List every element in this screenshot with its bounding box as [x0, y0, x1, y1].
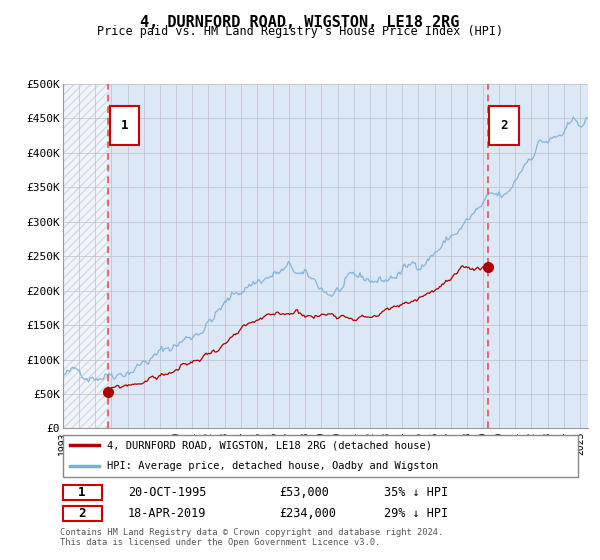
Text: 20-OCT-1995: 20-OCT-1995	[128, 486, 206, 498]
FancyBboxPatch shape	[62, 506, 102, 521]
Text: 1: 1	[78, 486, 86, 498]
Text: 2: 2	[78, 507, 86, 520]
Text: 35% ↓ HPI: 35% ↓ HPI	[383, 486, 448, 498]
Text: 29% ↓ HPI: 29% ↓ HPI	[383, 507, 448, 520]
Text: 4, DURNFORD ROAD, WIGSTON, LE18 2RG: 4, DURNFORD ROAD, WIGSTON, LE18 2RG	[140, 15, 460, 30]
Text: 4, DURNFORD ROAD, WIGSTON, LE18 2RG (detached house): 4, DURNFORD ROAD, WIGSTON, LE18 2RG (det…	[107, 440, 432, 450]
FancyBboxPatch shape	[62, 435, 578, 477]
Text: 18-APR-2019: 18-APR-2019	[128, 507, 206, 520]
Text: Contains HM Land Registry data © Crown copyright and database right 2024.
This d: Contains HM Land Registry data © Crown c…	[60, 528, 443, 547]
FancyBboxPatch shape	[110, 106, 139, 144]
Text: £234,000: £234,000	[279, 507, 336, 520]
FancyBboxPatch shape	[62, 484, 102, 500]
Text: £53,000: £53,000	[279, 486, 329, 498]
Text: Price paid vs. HM Land Registry's House Price Index (HPI): Price paid vs. HM Land Registry's House …	[97, 25, 503, 38]
FancyBboxPatch shape	[490, 106, 518, 144]
Text: 1: 1	[121, 119, 128, 132]
Text: 2: 2	[500, 119, 508, 132]
Text: HPI: Average price, detached house, Oadby and Wigston: HPI: Average price, detached house, Oadb…	[107, 461, 438, 472]
